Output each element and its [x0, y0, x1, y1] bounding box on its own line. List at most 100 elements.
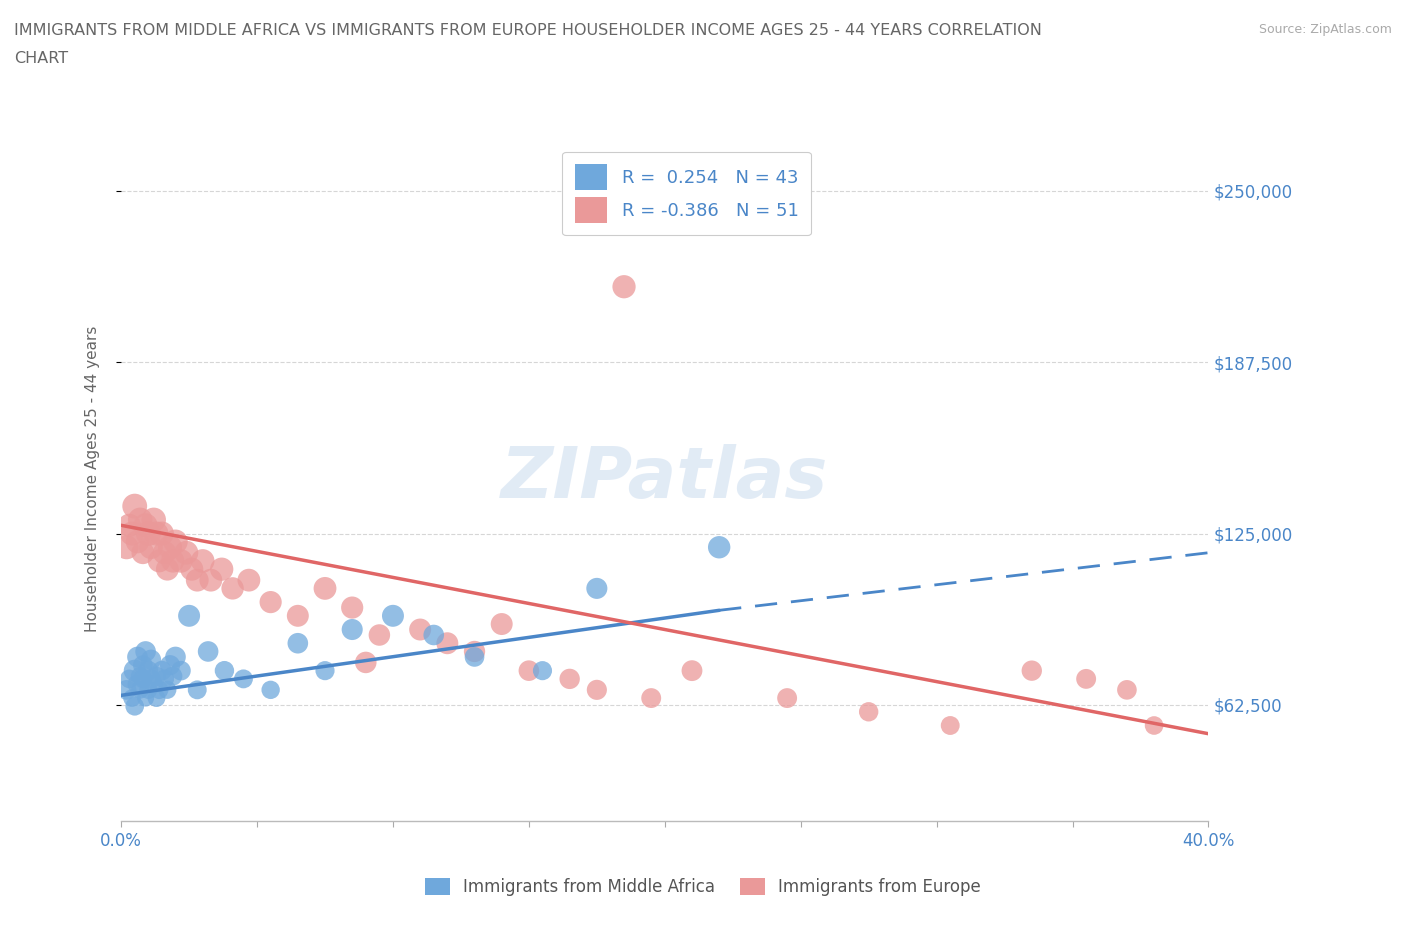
Point	[186, 683, 208, 698]
Point	[139, 671, 162, 686]
Point	[585, 581, 607, 596]
Point	[132, 545, 155, 560]
Point	[135, 691, 157, 706]
Point	[585, 683, 607, 698]
Y-axis label: Householder Income Ages 25 - 44 years: Householder Income Ages 25 - 44 years	[86, 326, 100, 631]
Point	[422, 628, 444, 643]
Point	[165, 535, 187, 550]
Point	[118, 671, 141, 686]
Point	[1076, 671, 1098, 686]
Point	[150, 526, 173, 541]
Point	[124, 698, 146, 713]
Point	[145, 526, 167, 541]
Point	[197, 644, 219, 658]
Point	[340, 600, 363, 615]
Point	[129, 512, 152, 527]
Point	[681, 663, 703, 678]
Text: IMMIGRANTS FROM MIDDLE AFRICA VS IMMIGRANTS FROM EUROPE HOUSEHOLDER INCOME AGES : IMMIGRANTS FROM MIDDLE AFRICA VS IMMIGRA…	[14, 23, 1042, 38]
Point	[186, 573, 208, 588]
Point	[129, 683, 152, 698]
Point	[139, 539, 162, 554]
Point	[1143, 718, 1166, 733]
Point	[613, 279, 636, 294]
Point	[232, 671, 254, 686]
Point	[121, 691, 143, 706]
Point	[135, 644, 157, 658]
Point	[238, 573, 260, 588]
Point	[162, 553, 184, 568]
Legend: Immigrants from Middle Africa, Immigrants from Europe: Immigrants from Middle Africa, Immigrant…	[418, 871, 988, 903]
Point	[409, 622, 432, 637]
Point	[148, 683, 170, 698]
Point	[939, 718, 962, 733]
Point	[159, 658, 181, 672]
Point	[142, 677, 165, 692]
Point	[145, 669, 167, 684]
Point	[129, 669, 152, 684]
Point	[159, 539, 181, 554]
Point	[287, 636, 309, 651]
Point	[115, 539, 138, 554]
Point	[118, 518, 141, 533]
Point	[463, 649, 485, 664]
Point	[776, 691, 799, 706]
Point	[314, 663, 336, 678]
Point	[142, 512, 165, 527]
Point	[211, 562, 233, 577]
Point	[176, 545, 198, 560]
Text: Source: ZipAtlas.com: Source: ZipAtlas.com	[1258, 23, 1392, 36]
Point	[259, 594, 281, 609]
Point	[1021, 663, 1043, 678]
Point	[221, 581, 243, 596]
Point	[180, 562, 202, 577]
Point	[153, 545, 176, 560]
Point	[148, 553, 170, 568]
Point	[156, 562, 179, 577]
Point	[177, 608, 200, 623]
Point	[340, 622, 363, 637]
Text: CHART: CHART	[14, 51, 67, 66]
Point	[517, 663, 540, 678]
Point	[436, 636, 458, 651]
Point	[707, 539, 730, 554]
Point	[368, 628, 391, 643]
Point	[139, 652, 162, 667]
Point	[165, 649, 187, 664]
Legend: R =  0.254   N = 43, R = -0.386   N = 51: R = 0.254 N = 43, R = -0.386 N = 51	[562, 152, 811, 235]
Point	[314, 581, 336, 596]
Point	[153, 671, 176, 686]
Point	[463, 644, 485, 658]
Point	[191, 553, 214, 568]
Point	[136, 663, 159, 678]
Point	[858, 704, 880, 719]
Point	[150, 663, 173, 678]
Point	[136, 683, 159, 698]
Point	[170, 663, 193, 678]
Point	[381, 608, 404, 623]
Point	[132, 671, 155, 686]
Point	[1116, 683, 1139, 698]
Point	[491, 617, 513, 631]
Point	[170, 553, 193, 568]
Point	[121, 526, 143, 541]
Point	[558, 671, 581, 686]
Point	[287, 608, 309, 623]
Point	[640, 691, 662, 706]
Point	[214, 663, 236, 678]
Point	[124, 663, 146, 678]
Point	[200, 573, 222, 588]
Point	[354, 655, 377, 670]
Point	[531, 663, 554, 678]
Point	[162, 669, 184, 684]
Point	[127, 535, 149, 550]
Point	[127, 649, 149, 664]
Point	[115, 683, 138, 698]
Point	[127, 677, 149, 692]
Point	[135, 518, 157, 533]
Point	[132, 658, 155, 672]
Text: ZIPatlas: ZIPatlas	[501, 445, 828, 513]
Point	[136, 526, 159, 541]
Point	[259, 683, 281, 698]
Point	[156, 683, 179, 698]
Point	[145, 691, 167, 706]
